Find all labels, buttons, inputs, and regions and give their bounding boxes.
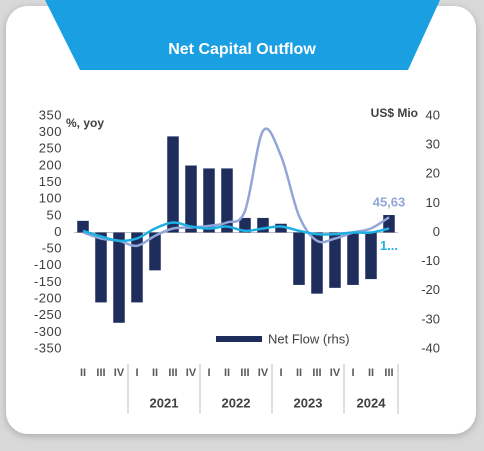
bar (275, 223, 287, 233)
bar (203, 168, 215, 233)
bar (311, 232, 323, 294)
y-tick-label: 350 (39, 107, 62, 122)
x-tick-label: III (312, 367, 321, 379)
x-tick-label: IV (186, 367, 197, 379)
x-tick-label: II (224, 367, 230, 379)
y-tick-label: 100 (39, 191, 62, 206)
x-tick-label: II (80, 367, 86, 379)
y-axis-label: %, yoy (66, 116, 104, 130)
y2-tick-label: 20 (426, 166, 440, 181)
bar (347, 232, 359, 285)
x-group-label: 2024 (357, 395, 387, 410)
legend-swatch (216, 336, 262, 342)
y2-tick-label: -10 (421, 253, 440, 268)
y2-tick-label: 0 (433, 224, 440, 239)
x-tick-label: IV (114, 367, 125, 379)
y-tick-label: 200 (39, 157, 62, 172)
bar (185, 165, 197, 233)
bar (257, 217, 269, 233)
bar (329, 232, 341, 288)
x-tick-label: II (152, 367, 158, 379)
y-tick-label: -250 (34, 307, 62, 322)
bar (77, 220, 89, 233)
bar (383, 215, 395, 233)
y2-tick-label: 10 (426, 195, 440, 210)
bar (221, 168, 233, 233)
bar (131, 232, 143, 303)
y-tick-label: -200 (34, 291, 62, 306)
x-tick-label: III (240, 367, 249, 379)
y2-axis-label: US$ Mio (371, 106, 418, 120)
x-tick-label: I (135, 367, 138, 379)
bar (113, 232, 125, 323)
legend-label: Net Flow (rhs) (268, 331, 350, 346)
x-tick-label: IV (330, 367, 341, 379)
x-tick-label: I (351, 367, 354, 379)
y2-tick-label: -30 (421, 311, 440, 326)
x-tick-label: I (279, 367, 282, 379)
bar (293, 232, 305, 285)
y-tick-label: -50 (42, 241, 62, 256)
line (82, 221, 390, 243)
x-tick-label: I (207, 367, 210, 379)
y2-tick-label: -40 (421, 340, 440, 355)
y-tick-label: -150 (34, 274, 62, 289)
x-tick-label: III (96, 367, 105, 379)
x-tick-label: III (168, 367, 177, 379)
line (82, 127, 390, 248)
x-group-label: 2021 (150, 395, 179, 410)
y2-tick-label: -20 (421, 282, 440, 297)
x-tick-label: IV (258, 367, 269, 379)
bar (95, 232, 107, 303)
x-group-label: 2023 (294, 395, 323, 410)
value-label: 1... (380, 238, 398, 253)
bar (239, 217, 251, 233)
bar (149, 232, 161, 271)
y-tick-label: -100 (34, 257, 62, 272)
y-tick-label: 300 (39, 124, 62, 139)
y2-tick-label: 40 (426, 107, 440, 122)
y-tick-label: 250 (39, 141, 62, 156)
chart-title: Net Capital Outflow (168, 41, 316, 58)
title-tab (45, 0, 440, 70)
y-tick-label: -300 (34, 324, 62, 339)
y-tick-label: 50 (47, 207, 62, 222)
y-tick-label: 150 (39, 174, 62, 189)
x-group-label: 2022 (222, 395, 251, 410)
bar (167, 136, 179, 233)
x-tick-label: II (296, 367, 302, 379)
y2-tick-label: 30 (426, 137, 440, 152)
y-tick-label: -350 (34, 340, 62, 355)
bar (365, 232, 377, 280)
x-tick-label: II (368, 367, 374, 379)
y-tick-label: 0 (54, 224, 62, 239)
value-label: 45,63 (373, 195, 406, 210)
x-tick-label: III (384, 367, 393, 379)
